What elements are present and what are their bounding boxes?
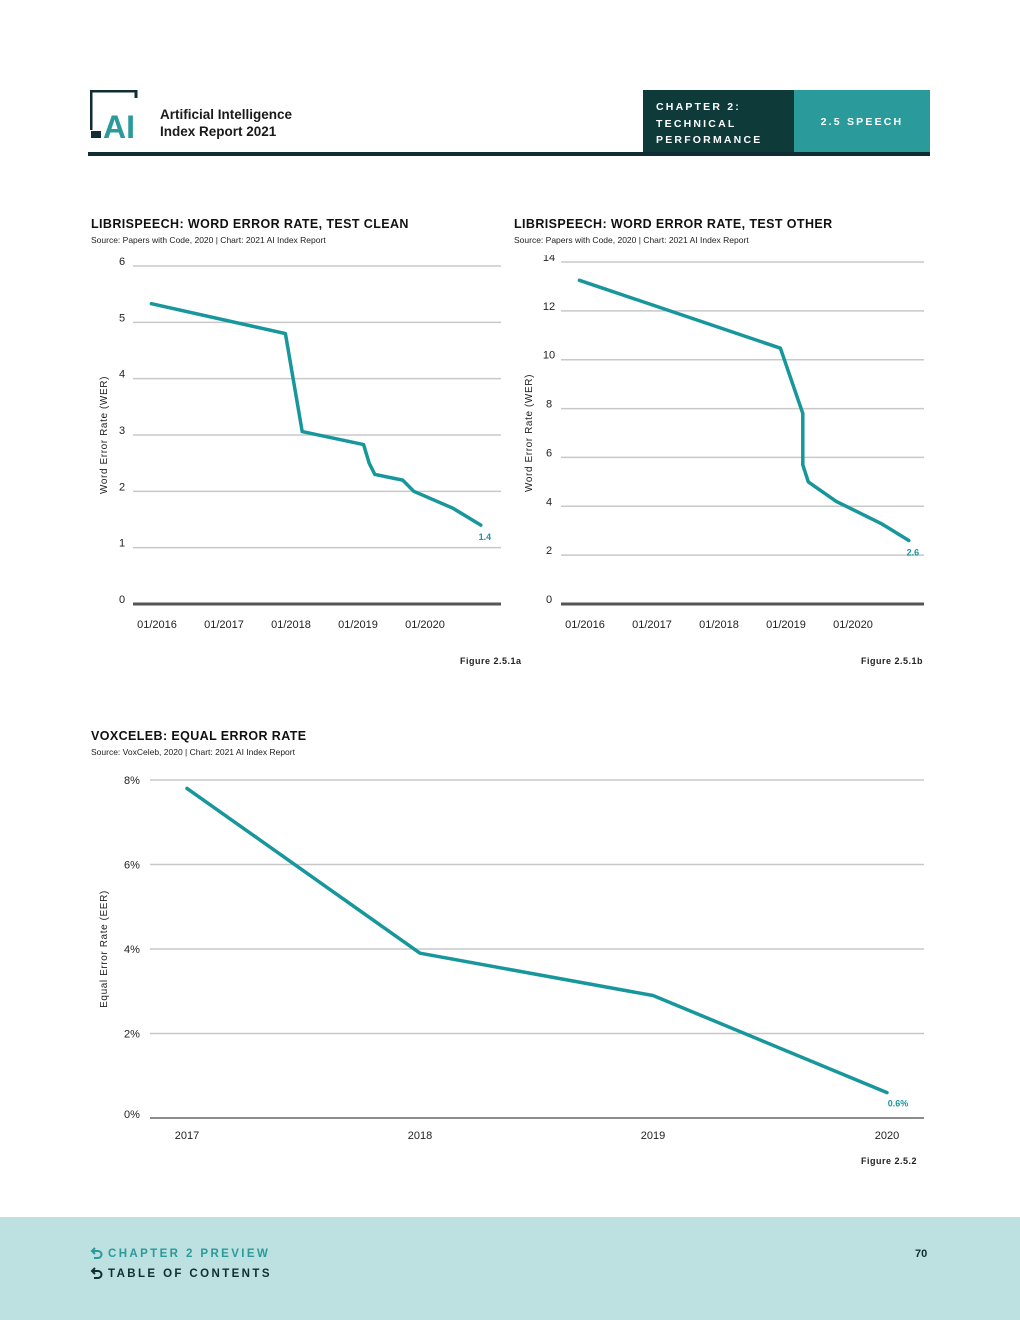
chart3-plot: 0% 2% 4% 6% 8% 2017 2018 2019 2020 Equal Error Ra… — [99, 775, 924, 1142]
chapter-line3: PERFORMANCE — [656, 134, 763, 146]
report-title-line2: Index Report 2021 — [160, 124, 277, 139]
y-axis-title: Word Error Rate (WER) — [524, 374, 535, 492]
return-arrow-icon — [90, 1247, 103, 1259]
y-tick-label: 2 — [546, 545, 552, 557]
end-value-label: 0.6% — [888, 1099, 909, 1109]
chapter-line2: TECHNICAL — [656, 117, 737, 130]
x-tick-label: 01/2017 — [632, 619, 672, 631]
y-tick-label: 4% — [124, 944, 140, 956]
chart2-figure-label: Figure 2.5.1b — [861, 656, 924, 666]
chart1-plot: 0 1 2 3 4 5 6 01/2016 01/2017 01/2018 01/2019 01/20… — [99, 256, 501, 631]
report-header: AI Artificial Intelligence Index Report … — [88, 88, 930, 156]
chapter-preview-label: CHAPTER 2 PREVIEW — [108, 1247, 271, 1260]
y-tick-label: 4 — [119, 369, 125, 381]
x-tick-label: 01/2017 — [204, 619, 244, 631]
y-tick-label: 6 — [119, 256, 125, 268]
header-divider — [88, 152, 930, 156]
y-axis-title: Word Error Rate (WER) — [99, 376, 110, 494]
report-title-line1: Artificial Intelligence — [160, 107, 293, 122]
chapter-preview-link[interactable]: CHAPTER 2 PREVIEW — [90, 1247, 270, 1260]
end-value-label: 2.6 — [907, 547, 920, 557]
chart1-title: LIBRISPEECH: WORD ERROR RATE, TEST CLEAN — [91, 217, 409, 231]
x-tick-label: 01/2018 — [699, 619, 739, 631]
table-of-contents-label: TABLE OF CONTENTS — [108, 1267, 272, 1280]
y-tick-label: 6 — [546, 447, 552, 459]
chart2-source: Source: Papers with Code, 2020 | Chart: … — [514, 235, 749, 245]
chart1-figure-label: Figure 2.5.1a — [460, 656, 522, 666]
y-tick-label: 4 — [546, 496, 552, 508]
y-tick-label: 5 — [119, 312, 125, 324]
section-label[interactable]: 2.5 SPEECH — [794, 90, 930, 153]
y-tick-label: 0 — [119, 594, 125, 606]
chart3-title: VOXCELEB: EQUAL ERROR RATE — [91, 729, 307, 743]
y-tick-label: 1 — [119, 538, 125, 550]
chapter-label[interactable]: CHAPTER 2: TECHNICAL PERFORMANCE — [643, 90, 794, 153]
y-tick-label: 8% — [124, 775, 140, 787]
chart3-source: Source: VoxCeleb, 2020 | Chart: 2021 AI … — [91, 747, 295, 757]
y-tick-label: 0 — [546, 594, 552, 606]
table-of-contents-link[interactable]: TABLE OF CONTENTS — [90, 1267, 272, 1280]
x-tick-label: 01/2020 — [405, 619, 445, 631]
y-tick-label: 2 — [119, 481, 125, 493]
end-value-label: 1.4 — [479, 532, 492, 542]
y-tick-label: 2% — [124, 1029, 140, 1041]
series-line — [185, 786, 889, 1095]
chart2-title: LIBRISPEECH: WORD ERROR RATE, TEST OTHER — [514, 217, 833, 231]
y-tick-label: 3 — [119, 425, 125, 437]
x-tick-label: 2018 — [408, 1130, 432, 1142]
y-tick-label: 12 — [543, 301, 555, 313]
return-arrow-icon — [90, 1267, 103, 1279]
y-axis-title: Equal Error Rate (EER) — [99, 890, 110, 1008]
svg-text:AI: AI — [103, 109, 135, 140]
series-line — [149, 301, 483, 527]
chart1-source: Source: Papers with Code, 2020 | Chart: … — [91, 235, 326, 245]
x-tick-label: 2020 — [875, 1130, 899, 1142]
y-tick-label: 6% — [124, 860, 140, 872]
ai-index-logo: AI — [90, 90, 138, 140]
y-tick-label: 14 — [543, 255, 555, 264]
x-tick-label: 2017 — [175, 1130, 199, 1142]
x-tick-label: 2019 — [641, 1130, 665, 1142]
page-number: 70 — [915, 1248, 928, 1260]
x-tick-label: 01/2019 — [766, 619, 806, 631]
y-tick-label: 8 — [546, 399, 552, 411]
x-tick-label: 01/2016 — [565, 619, 605, 631]
x-tick-label: 01/2016 — [137, 619, 177, 631]
x-tick-label: 01/2019 — [338, 619, 378, 631]
y-tick-label: 10 — [543, 350, 555, 362]
chapter-line1: CHAPTER 2: — [656, 101, 742, 113]
page-footer: CHAPTER 2 PREVIEW TABLE OF CONTENTS 70 — [0, 1217, 1020, 1320]
report-title: Artificial Intelligence Index Report 202… — [160, 106, 292, 140]
x-tick-label: 01/2018 — [271, 619, 311, 631]
y-tick-label: 0% — [124, 1109, 140, 1121]
chart2-plot: 0 2 4 6 8 10 12 14 01/2016 01/2017 01/2018 01/2019 0… — [524, 255, 924, 631]
chart3-figure-label: Figure 2.5.2 — [861, 1156, 918, 1166]
series-line — [577, 278, 911, 543]
x-tick-label: 01/2020 — [833, 619, 873, 631]
